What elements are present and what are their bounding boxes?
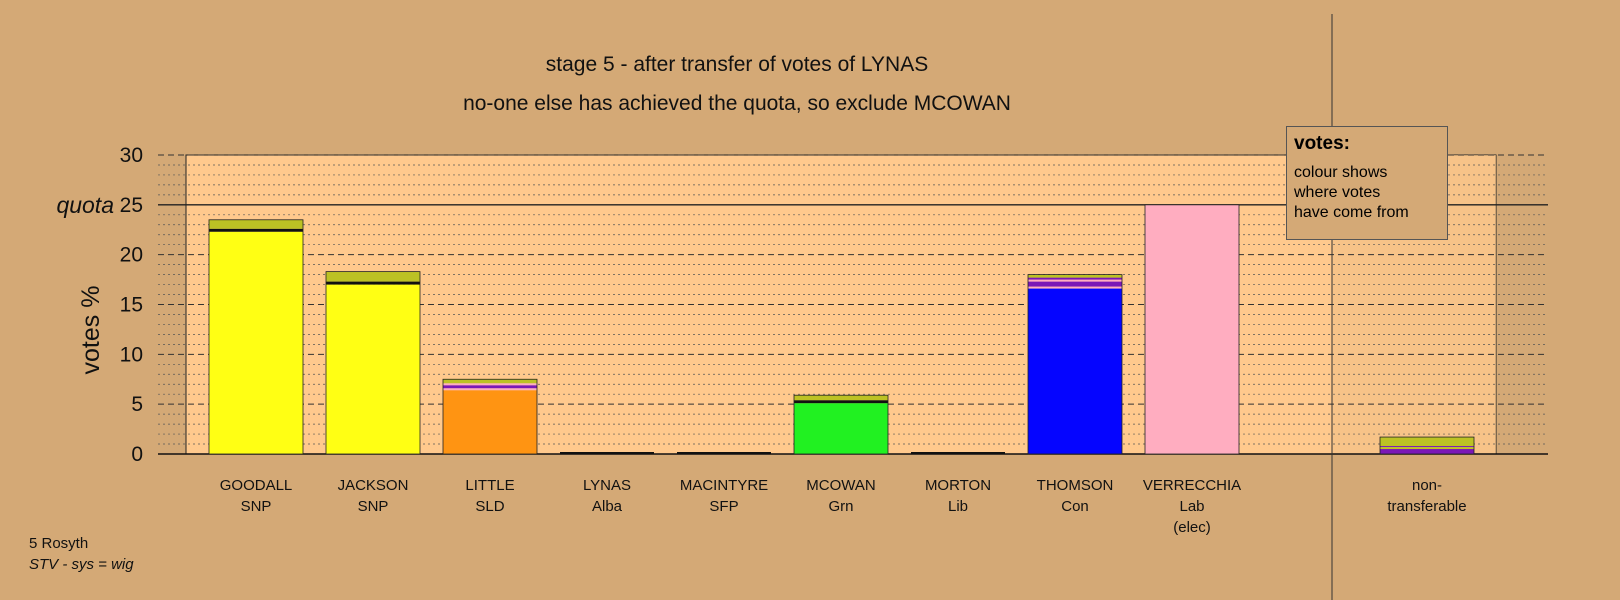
x-tick-label: MACINTYRE bbox=[680, 477, 768, 494]
bar-segment bbox=[794, 400, 888, 404]
bar-segment bbox=[1028, 286, 1122, 289]
bar-outline bbox=[793, 394, 889, 455]
y-tick-label: 15 bbox=[120, 294, 143, 317]
bar-segment bbox=[1145, 204, 1239, 454]
bar-segment bbox=[209, 228, 303, 232]
bar-outline bbox=[325, 271, 421, 455]
bar-segment bbox=[209, 231, 303, 454]
x-tick-label: Con bbox=[1061, 498, 1089, 515]
x-tick-label: JACKSON bbox=[338, 477, 409, 494]
bar-segment bbox=[443, 383, 537, 386]
x-tick-label: LITTLE bbox=[465, 477, 514, 494]
x-labels: GOODALL SNP JACKSON SNP LITTLE SLD LYNAS Alba MA… bbox=[220, 477, 1467, 536]
x-tick-label: non- bbox=[1412, 477, 1442, 494]
bar-segment bbox=[1028, 279, 1122, 282]
bar-segment bbox=[443, 379, 537, 384]
x-tick-label: SLD bbox=[475, 498, 504, 515]
x-tick-label: SNP bbox=[358, 498, 389, 515]
ward-label: 5 Rosyth bbox=[29, 535, 89, 552]
bar-segment bbox=[1380, 437, 1474, 447]
bar-outline bbox=[208, 219, 304, 455]
bar-segment bbox=[1028, 288, 1122, 454]
legend-line: have come from bbox=[1294, 204, 1409, 221]
bar-outline bbox=[1027, 274, 1123, 455]
legend-box: votes: colour shows where votes have com… bbox=[1286, 126, 1448, 240]
x-tick-label: Grn bbox=[828, 498, 853, 515]
x-tick-label: SFP bbox=[709, 498, 738, 515]
y-axis-label: votes % bbox=[77, 286, 105, 375]
x-tick-label: MCOWAN bbox=[806, 477, 875, 494]
bar-segment bbox=[326, 284, 420, 454]
y-tick-label: 10 bbox=[120, 343, 143, 366]
bar-segment bbox=[443, 385, 537, 389]
chart-title: stage 5 - after transfer of votes of LYN… bbox=[545, 53, 929, 76]
bar-segment bbox=[794, 403, 888, 454]
bar-segment bbox=[443, 388, 537, 391]
bar-segment bbox=[326, 271, 420, 282]
y-tick-label: 5 bbox=[131, 393, 143, 416]
legend-line: colour shows bbox=[1294, 164, 1388, 181]
y-tick-label: 25 bbox=[120, 194, 143, 217]
bar-segment bbox=[1380, 446, 1474, 448]
x-tick-label: SNP bbox=[241, 498, 272, 515]
system-label: STV - sys = wig bbox=[29, 556, 134, 573]
y-tick-label: 20 bbox=[120, 244, 143, 267]
x-tick-label: THOMSON bbox=[1037, 477, 1114, 494]
quota-label: quota bbox=[56, 192, 114, 218]
bar-outline bbox=[1379, 436, 1475, 455]
x-tick-label: VERRECCHIA bbox=[1143, 477, 1241, 494]
x-tick-label: Lib bbox=[948, 498, 968, 515]
y-tick-label: 30 bbox=[120, 144, 143, 167]
x-tick-label: GOODALL bbox=[220, 477, 293, 494]
x-tick-label: Alba bbox=[592, 498, 623, 515]
x-tick-label: (elec) bbox=[1173, 519, 1211, 536]
y-tick-label: 0 bbox=[131, 443, 143, 466]
bar-segment bbox=[1380, 449, 1474, 454]
bar-outline bbox=[1144, 204, 1240, 455]
x-tick-label: transferable bbox=[1387, 498, 1466, 515]
bar-outline bbox=[442, 378, 538, 455]
legend-line: where votes bbox=[1294, 184, 1381, 201]
bar-segment bbox=[1028, 281, 1122, 287]
y-ticks: 0 5 10 15 20 25 30 quota votes % bbox=[56, 144, 143, 466]
bars bbox=[208, 204, 1475, 455]
x-tick-label: Lab bbox=[1179, 498, 1204, 515]
bar-segment bbox=[209, 219, 303, 229]
bar-segment bbox=[1028, 274, 1122, 278]
x-tick-label: MORTON bbox=[925, 477, 991, 494]
bar-segment bbox=[1028, 277, 1122, 280]
bar-segment bbox=[1380, 447, 1474, 450]
bar-segment bbox=[794, 395, 888, 401]
x-tick-label: LYNAS bbox=[583, 477, 631, 494]
bar-segment bbox=[443, 390, 537, 454]
bar-segment bbox=[326, 281, 420, 285]
chart-subtitle: no-one else has achieved the quota, so e… bbox=[463, 92, 1011, 115]
legend-title: votes: bbox=[1294, 133, 1350, 154]
